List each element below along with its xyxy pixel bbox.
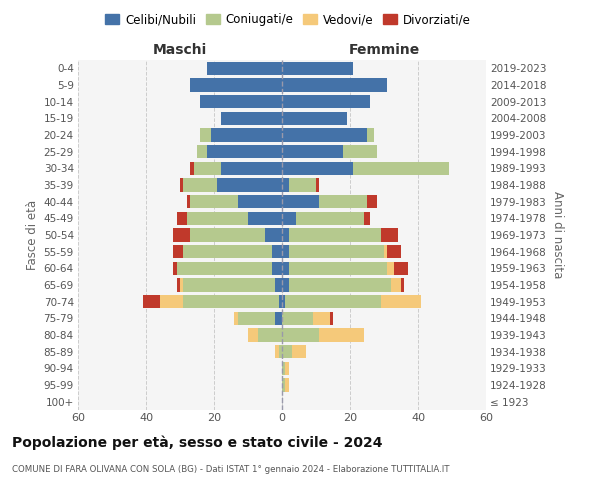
- Bar: [190, 78, 282, 92]
- Bar: [282, 378, 286, 392]
- Bar: [388, 245, 401, 258]
- Bar: [248, 328, 258, 342]
- Bar: [286, 362, 289, 375]
- Bar: [275, 312, 282, 325]
- Bar: [353, 162, 449, 175]
- Bar: [173, 228, 190, 241]
- Bar: [275, 345, 278, 358]
- Bar: [401, 278, 404, 291]
- Bar: [289, 228, 380, 241]
- Bar: [289, 278, 391, 291]
- Bar: [282, 228, 289, 241]
- Bar: [329, 312, 333, 325]
- Bar: [282, 295, 286, 308]
- Bar: [248, 212, 282, 225]
- Legend: Celibi/Nubili, Coniugati/e, Vedovi/e, Divorziati/e: Celibi/Nubili, Coniugati/e, Vedovi/e, Di…: [100, 8, 476, 31]
- Bar: [282, 328, 319, 342]
- Bar: [211, 128, 282, 141]
- Bar: [394, 262, 408, 275]
- Bar: [187, 195, 190, 208]
- Bar: [289, 178, 316, 192]
- Bar: [272, 262, 282, 275]
- Y-axis label: Fasce di età: Fasce di età: [26, 200, 40, 270]
- Bar: [217, 178, 282, 192]
- Bar: [319, 195, 367, 208]
- Bar: [176, 212, 187, 225]
- Bar: [380, 228, 398, 241]
- Bar: [367, 128, 374, 141]
- Bar: [278, 295, 282, 308]
- Bar: [265, 228, 282, 241]
- Bar: [173, 262, 176, 275]
- Bar: [282, 262, 289, 275]
- Bar: [282, 78, 388, 92]
- Bar: [282, 112, 347, 125]
- Bar: [282, 278, 289, 291]
- Bar: [143, 295, 160, 308]
- Text: Popolazione per età, sesso e stato civile - 2024: Popolazione per età, sesso e stato civil…: [12, 435, 383, 450]
- Bar: [278, 345, 282, 358]
- Text: Maschi: Maschi: [153, 42, 207, 56]
- Bar: [200, 95, 282, 108]
- Bar: [313, 312, 329, 325]
- Bar: [286, 378, 289, 392]
- Bar: [282, 345, 292, 358]
- Bar: [282, 362, 286, 375]
- Text: Femmine: Femmine: [349, 42, 419, 56]
- Bar: [197, 145, 207, 158]
- Bar: [282, 62, 353, 75]
- Bar: [180, 278, 184, 291]
- Bar: [282, 312, 313, 325]
- Bar: [282, 145, 343, 158]
- Bar: [184, 295, 278, 308]
- Bar: [190, 195, 238, 208]
- Bar: [160, 295, 184, 308]
- Bar: [221, 112, 282, 125]
- Bar: [282, 212, 296, 225]
- Bar: [190, 228, 265, 241]
- Bar: [221, 162, 282, 175]
- Bar: [289, 245, 384, 258]
- Bar: [282, 245, 289, 258]
- Bar: [391, 278, 401, 291]
- Bar: [286, 295, 380, 308]
- Bar: [384, 245, 388, 258]
- Bar: [200, 128, 211, 141]
- Bar: [238, 312, 275, 325]
- Bar: [364, 212, 370, 225]
- Text: COMUNE DI FARA OLIVANA CON SOLA (BG) - Dati ISTAT 1° gennaio 2024 - Elaborazione: COMUNE DI FARA OLIVANA CON SOLA (BG) - D…: [12, 465, 449, 474]
- Bar: [176, 262, 272, 275]
- Bar: [275, 278, 282, 291]
- Bar: [316, 178, 319, 192]
- Bar: [282, 178, 289, 192]
- Bar: [319, 328, 364, 342]
- Bar: [184, 278, 275, 291]
- Bar: [207, 145, 282, 158]
- Bar: [190, 162, 194, 175]
- Bar: [282, 95, 370, 108]
- Bar: [282, 128, 367, 141]
- Bar: [289, 262, 388, 275]
- Bar: [343, 145, 377, 158]
- Bar: [173, 245, 184, 258]
- Bar: [238, 195, 282, 208]
- Bar: [184, 245, 272, 258]
- Bar: [207, 62, 282, 75]
- Bar: [184, 178, 217, 192]
- Bar: [187, 212, 248, 225]
- Bar: [282, 195, 319, 208]
- Bar: [194, 162, 221, 175]
- Bar: [367, 195, 377, 208]
- Bar: [282, 162, 353, 175]
- Bar: [272, 245, 282, 258]
- Bar: [292, 345, 306, 358]
- Bar: [296, 212, 364, 225]
- Bar: [380, 295, 421, 308]
- Bar: [176, 278, 180, 291]
- Y-axis label: Anni di nascita: Anni di nascita: [551, 192, 563, 278]
- Bar: [258, 328, 282, 342]
- Bar: [235, 312, 238, 325]
- Bar: [180, 178, 184, 192]
- Bar: [388, 262, 394, 275]
